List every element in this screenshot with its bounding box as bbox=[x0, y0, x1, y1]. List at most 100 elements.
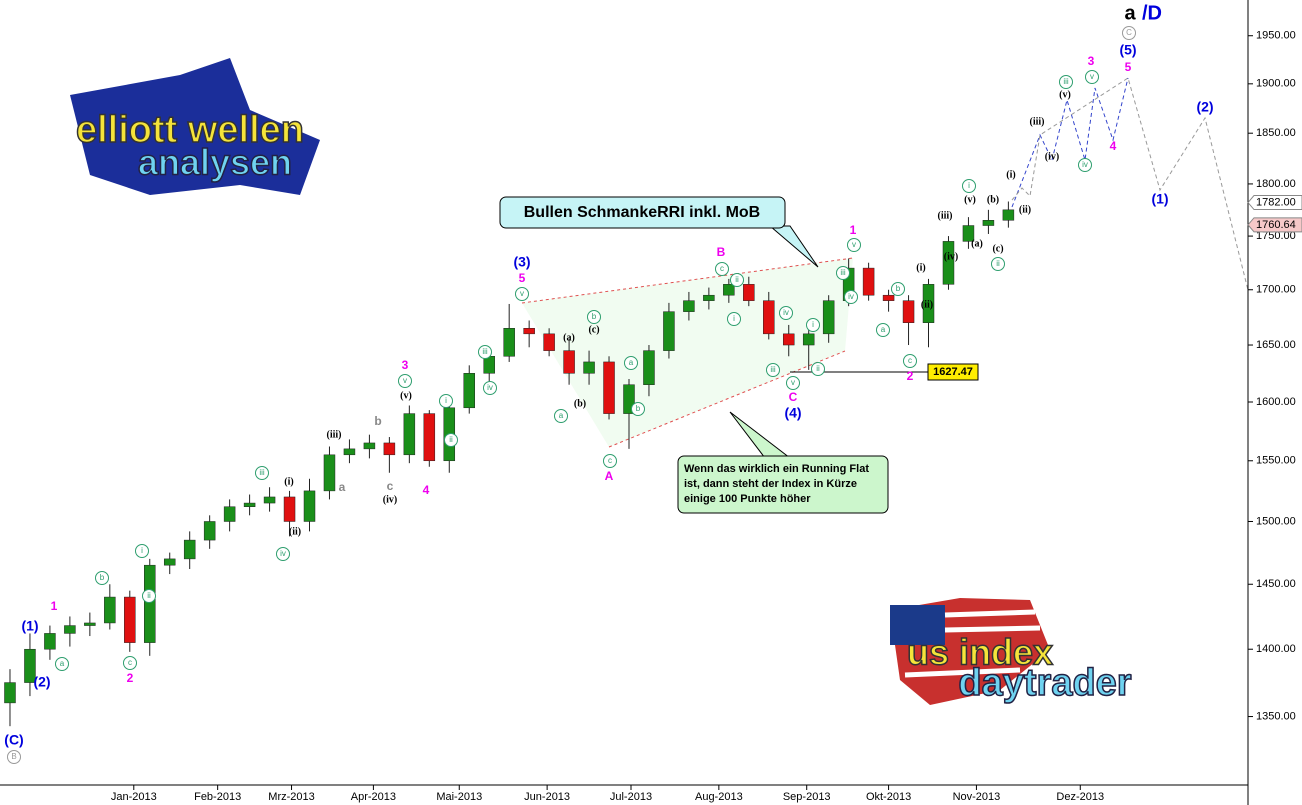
wave-label: ii bbox=[147, 591, 151, 600]
wave-label: (c) bbox=[588, 324, 599, 335]
note-text: ist, dann steht der Index in Kürze bbox=[684, 478, 857, 490]
candle-body bbox=[922, 284, 935, 323]
wave-label: 2 bbox=[127, 671, 134, 685]
wave-label: ii bbox=[735, 275, 739, 284]
candle-body bbox=[603, 361, 615, 414]
wave-label: b bbox=[592, 312, 597, 321]
annotation-circle bbox=[1122, 26, 1136, 40]
wave-label: (2) bbox=[33, 674, 50, 690]
wave-label: (4) bbox=[784, 405, 801, 421]
x-tick-label: Apr-2013 bbox=[351, 791, 396, 803]
note: Wenn das wirklich ein Running Flat ist, … bbox=[677, 411, 889, 514]
level-box bbox=[927, 363, 979, 381]
y-tick-label: 1650.00 bbox=[1256, 339, 1296, 351]
wave-label: (a) bbox=[971, 238, 983, 249]
candle-body bbox=[782, 333, 795, 346]
annotation-circle bbox=[483, 381, 497, 395]
wave-label: (b) bbox=[574, 398, 586, 409]
x-tick-label: Nov-2013 bbox=[953, 791, 1001, 803]
candle-body bbox=[942, 241, 955, 285]
annotation-circle bbox=[624, 356, 638, 370]
candle-body bbox=[763, 300, 775, 335]
annotation-circle bbox=[891, 282, 905, 296]
wave-label: a bbox=[881, 325, 886, 334]
projection-line bbox=[1011, 77, 1249, 291]
candle-body bbox=[623, 384, 635, 414]
y-tick-label: 1400.00 bbox=[1256, 643, 1296, 655]
wave-label: 1 bbox=[850, 223, 857, 237]
annotation-circle bbox=[811, 362, 825, 376]
wave-label: v bbox=[1090, 72, 1094, 81]
wave-label: b bbox=[636, 404, 641, 413]
annotation-circle bbox=[554, 409, 568, 423]
callout: Bullen SchmankeRRI inkl. MoB bbox=[499, 196, 819, 268]
wave-label: (ii) bbox=[1019, 204, 1031, 215]
wave-label: i bbox=[141, 546, 143, 555]
note-text: einige 100 Punkte höher bbox=[684, 493, 811, 505]
candle-body bbox=[4, 682, 16, 704]
candle-body bbox=[24, 648, 36, 683]
annotation-circle bbox=[7, 750, 21, 764]
y-tick-label: 1450.00 bbox=[1256, 578, 1296, 590]
candle-body bbox=[543, 333, 555, 351]
candle-body bbox=[84, 622, 96, 626]
annotation-circle bbox=[715, 262, 729, 276]
wave-label: (i) bbox=[284, 476, 293, 487]
candle-body bbox=[283, 496, 296, 522]
wave-label: i bbox=[812, 320, 814, 329]
wave-label: (c) bbox=[992, 243, 1003, 254]
logo-text: daytrader bbox=[958, 662, 1131, 704]
note-text: Wenn das wirklich ein Running Flat bbox=[684, 463, 869, 475]
wave-label: iii bbox=[259, 468, 265, 477]
candle-body bbox=[383, 442, 396, 456]
wave-label: 4 bbox=[1110, 139, 1117, 153]
wave-label: 3 bbox=[402, 358, 409, 372]
wave-label: (iii) bbox=[1030, 116, 1045, 127]
x-tick-label: Feb-2013 bbox=[194, 791, 241, 803]
wave-label: iv bbox=[280, 549, 286, 558]
candle-body bbox=[463, 373, 475, 409]
x-tick-label: Okt-2013 bbox=[866, 791, 911, 803]
wave-label: ii bbox=[996, 259, 1000, 268]
wave-label: iv bbox=[848, 292, 854, 301]
candle-body bbox=[223, 506, 236, 522]
wave-label: (i) bbox=[1006, 169, 1015, 180]
candle-body bbox=[44, 633, 56, 650]
candle-body bbox=[982, 220, 995, 226]
wave-label: v bbox=[791, 378, 795, 387]
candle-body bbox=[882, 294, 895, 301]
candle-body bbox=[363, 442, 376, 450]
annotation-circle bbox=[276, 547, 290, 561]
y-tick-label: 1800.00 bbox=[1256, 178, 1296, 190]
annotation-circle bbox=[806, 318, 820, 332]
wave-label: 2 bbox=[907, 369, 914, 383]
wave-label: a bbox=[1124, 2, 1136, 24]
wave-label: B bbox=[11, 752, 16, 761]
candle-body bbox=[263, 496, 276, 504]
annotation-circle bbox=[603, 454, 617, 468]
candle-body bbox=[403, 413, 416, 456]
wave-label: /D bbox=[1142, 2, 1162, 24]
candle-body bbox=[64, 625, 76, 634]
wave-label: (i) bbox=[916, 262, 925, 273]
channel-line bbox=[521, 257, 854, 304]
candle-body bbox=[583, 361, 595, 374]
wave-label: (iii) bbox=[938, 210, 953, 221]
annotation-circle bbox=[123, 656, 137, 670]
candle-body bbox=[683, 300, 695, 312]
wave-label: iii bbox=[840, 268, 846, 277]
annotation-circle bbox=[1078, 158, 1092, 172]
annotation-circle bbox=[135, 544, 149, 558]
wave-label: 3 bbox=[1088, 54, 1095, 68]
x-tick-label: Jul-2013 bbox=[610, 791, 652, 803]
wave-label: iv bbox=[783, 308, 789, 317]
annotation-circle bbox=[962, 179, 976, 193]
wave-label: 1 bbox=[51, 599, 58, 613]
wave-label: C bbox=[1126, 28, 1132, 37]
wave-label: (ii) bbox=[921, 299, 933, 310]
wave-label: (iv) bbox=[383, 494, 397, 505]
candle-body bbox=[203, 521, 216, 541]
wave-label: c bbox=[720, 264, 724, 273]
wave-label: a bbox=[339, 480, 346, 494]
wave-label: c bbox=[608, 456, 612, 465]
